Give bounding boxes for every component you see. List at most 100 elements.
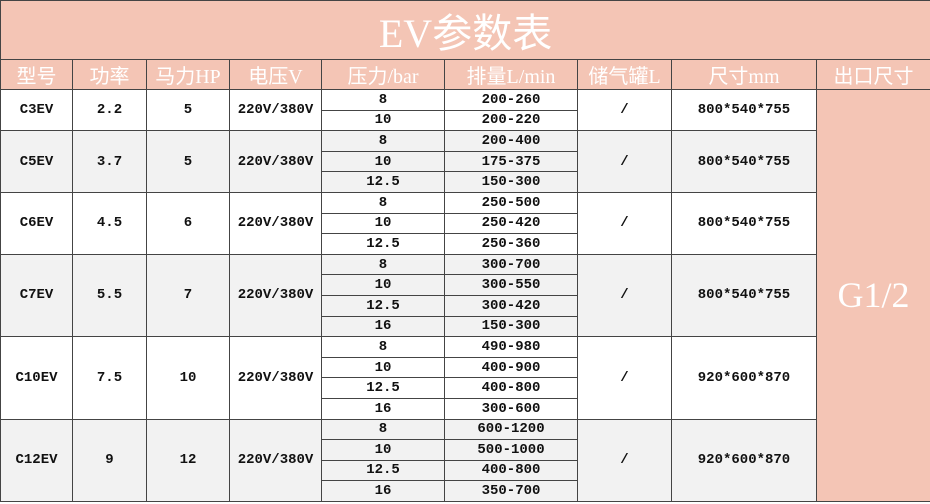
tank-cell: / [577, 336, 672, 420]
power-cell: 9 [72, 418, 147, 502]
pressure-cell: 10 [321, 212, 445, 235]
pressure-cell: 10 [321, 439, 445, 461]
model-cell: C12EV [0, 418, 73, 502]
header-power: 功率 [72, 59, 147, 90]
table-row: 10 300-550 [1, 274, 930, 296]
table-title: EV参数表 [0, 0, 930, 60]
header-voltage: 电压V [229, 59, 322, 90]
table-row: 10 200-220 [1, 109, 930, 132]
pressure-cell: 12.5 [321, 377, 445, 399]
tank-cell: / [577, 191, 672, 255]
flow-cell: 500-1000 [444, 439, 578, 461]
flow-cell: 400-800 [444, 377, 578, 399]
table-row: 10 500-1000 [1, 439, 930, 461]
power-cell: 2.2 [72, 88, 147, 132]
flow-cell: 400-800 [444, 459, 578, 482]
voltage-cell: 220V/380V [229, 418, 322, 502]
table-row: 16 350-700 [1, 480, 930, 502]
flow-cell: 300-550 [444, 274, 578, 296]
power-cell: 5.5 [72, 253, 147, 338]
table-row: C6EV 4.5 6 220V/380V 8 250-500/800*540*755 [0, 191, 930, 255]
pressure-cell: 8 [321, 191, 445, 214]
pressure-cell: 10 [321, 274, 445, 296]
model-cell: C7EV [0, 253, 73, 338]
voltage-cell: 220V/380V [229, 253, 322, 338]
size-cell: 800*540*755 [671, 191, 817, 255]
flow-cell: 200-260 [444, 89, 578, 111]
tank-cell: / [577, 253, 672, 338]
pressure-cell: 12.5 [321, 294, 445, 317]
size-cell: 800*540*755 [671, 130, 817, 193]
table-row: 12.5 400-800 [1, 459, 930, 482]
pressure-cell: 10 [321, 150, 445, 173]
header-size: 尺寸mm [671, 59, 817, 90]
power-cell: 4.5 [72, 191, 147, 255]
tank-cell: / [577, 418, 672, 502]
flow-cell: 150-300 [444, 315, 578, 338]
flow-cell: 200-220 [444, 109, 578, 132]
flow-cell: 150-300 [444, 171, 578, 193]
horsepower-cell: 7 [146, 253, 230, 338]
flow-cell: 400-900 [444, 356, 578, 379]
table-row: 12.5 400-800 [1, 377, 930, 399]
tank-cell: / [577, 88, 672, 132]
flow-cell: 490-980 [444, 336, 578, 358]
flow-cell: 300-420 [444, 294, 578, 317]
pressure-cell: 12.5 [321, 171, 445, 193]
horsepower-cell: 12 [146, 418, 230, 502]
pressure-cell: 12.5 [321, 233, 445, 255]
power-cell: 7.5 [72, 336, 147, 420]
table-row: 12.5 250-360 [1, 233, 930, 255]
horsepower-cell: 6 [146, 191, 230, 255]
flow-cell: 350-700 [444, 480, 578, 502]
table-body: C3EV 2.2 5 220V/380V 8 200-260/800*540*755 G1/… [0, 88, 930, 502]
pressure-cell: 10 [321, 109, 445, 132]
voltage-cell: 220V/380V [229, 191, 322, 255]
header-outlet: 出口尺寸 [815, 59, 930, 90]
flow-cell: 250-420 [444, 212, 578, 235]
model-cell: C3EV [0, 88, 73, 132]
power-cell: 3.7 [72, 130, 147, 193]
flow-cell: 300-700 [444, 253, 578, 276]
pressure-cell: 8 [321, 130, 445, 152]
table-row: C7EV 5.5 7 220V/380V 8 300-700/800*540*755 [0, 253, 930, 338]
voltage-cell: 220V/380V [229, 130, 322, 193]
pressure-cell: 8 [321, 253, 445, 276]
size-cell: 920*600*870 [671, 418, 817, 502]
size-cell: 800*540*755 [671, 253, 817, 338]
model-cell: C10EV [0, 336, 73, 420]
header-horsepower: 马力HP [146, 59, 230, 90]
size-cell: 920*600*870 [671, 336, 817, 420]
flow-cell: 600-1200 [444, 418, 578, 441]
horsepower-cell: 5 [146, 88, 230, 132]
voltage-cell: 220V/380V [229, 336, 322, 420]
horsepower-cell: 10 [146, 336, 230, 420]
horsepower-cell: 5 [146, 130, 230, 193]
flow-cell: 250-500 [444, 191, 578, 214]
pressure-cell: 12.5 [321, 459, 445, 482]
header-tank: 储气罐L [577, 59, 672, 90]
pressure-cell: 8 [321, 89, 445, 111]
model-cell: C6EV [0, 191, 73, 255]
header-flow: 排量L/min [444, 59, 578, 90]
model-cell: C5EV [0, 130, 73, 193]
flow-cell: 300-600 [444, 397, 578, 420]
header-model: 型号 [0, 59, 73, 90]
pressure-cell: 8 [321, 336, 445, 358]
table-row: C3EV 2.2 5 220V/380V 8 200-260/800*540*755 G1/… [0, 88, 930, 502]
header-pressure: 压力/bar [321, 59, 445, 90]
table-row: 10 400-900 [1, 356, 930, 379]
voltage-cell: 220V/380V [229, 88, 322, 132]
outlet-cell: G1/2 [815, 89, 930, 502]
pressure-cell: 8 [321, 418, 445, 441]
flow-cell: 250-360 [444, 233, 578, 255]
table-row: C12EV 9 12 220V/380V 8 600-1200/920*600*870 [0, 418, 930, 502]
pressure-cell: 10 [321, 356, 445, 379]
pressure-cell: 16 [321, 315, 445, 338]
pressure-cell: 16 [321, 480, 445, 502]
table-row: 16 150-300 [1, 315, 930, 338]
table-row: 12.5 300-420 [1, 294, 930, 317]
size-cell: 800*540*755 [671, 88, 817, 132]
table-row: 12.5 150-300 [1, 171, 930, 193]
